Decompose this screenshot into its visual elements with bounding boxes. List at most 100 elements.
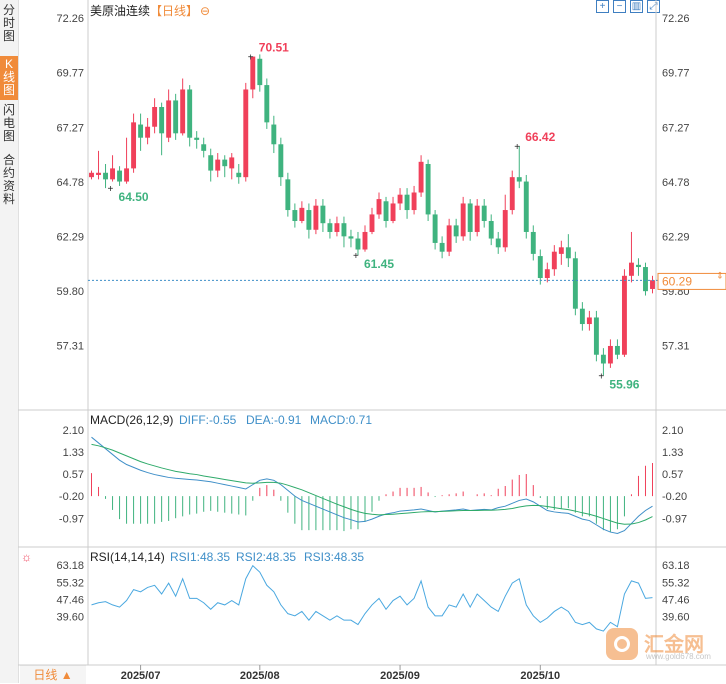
candle-body bbox=[313, 205, 319, 230]
candle-body bbox=[418, 161, 424, 193]
rsi-tick-left: 55.32 bbox=[56, 577, 84, 589]
candle-body bbox=[327, 223, 333, 232]
price-tick-left: 67.27 bbox=[56, 122, 84, 134]
price-tick-left: 69.77 bbox=[56, 68, 84, 80]
candle-body bbox=[502, 210, 508, 248]
candle-body bbox=[201, 144, 207, 151]
candle-body bbox=[145, 126, 151, 138]
period-button[interactable]: 日线 ▲ bbox=[20, 665, 86, 684]
macd-dea-line bbox=[91, 443, 653, 525]
price-tick-left: 62.29 bbox=[56, 232, 84, 244]
candle-body bbox=[495, 238, 501, 248]
candle-body bbox=[173, 100, 179, 134]
macd-tick-right: 0.57 bbox=[662, 469, 683, 481]
price-tick-left: 72.26 bbox=[56, 13, 84, 25]
extreme-marker-icon: + bbox=[108, 184, 114, 195]
macd-value-label: MACD:0.71 bbox=[310, 413, 372, 427]
tab-kline[interactable]: K线图 bbox=[0, 56, 18, 100]
settings-icon[interactable]: ⊖ bbox=[200, 4, 211, 18]
candle-body bbox=[509, 177, 515, 211]
candle-body bbox=[264, 85, 270, 123]
candle-body bbox=[390, 203, 396, 222]
extreme-marker-icon: + bbox=[598, 371, 604, 382]
candle-body bbox=[411, 192, 417, 211]
candle-body bbox=[362, 231, 368, 250]
period-tag[interactable]: 【日线】 bbox=[150, 4, 199, 18]
rsi2-label: RSI2:48.35 bbox=[236, 550, 296, 564]
candle-body bbox=[516, 177, 522, 182]
candle-body bbox=[404, 194, 410, 211]
candle-body bbox=[194, 137, 200, 140]
toolbar: + − ▥ ⤢ bbox=[596, 0, 660, 16]
candle-body bbox=[558, 247, 564, 254]
left-nav: 分时图 K线图 闪电图 合约资料 bbox=[0, 0, 19, 683]
candle-body bbox=[460, 203, 466, 237]
candle-body bbox=[453, 225, 459, 237]
tab-timeshare[interactable]: 分时图 bbox=[2, 3, 15, 43]
candle-body bbox=[96, 172, 101, 175]
candle-body bbox=[488, 221, 494, 239]
macd-tick-right: 1.33 bbox=[662, 447, 683, 459]
rsi1-label: RSI1:48.35 bbox=[170, 550, 230, 564]
extreme-marker-icon: + bbox=[248, 52, 254, 63]
candle-body bbox=[152, 107, 158, 127]
candle-body bbox=[166, 100, 172, 138]
candle-body bbox=[565, 247, 571, 259]
candle-body bbox=[348, 236, 354, 239]
indicator-settings-icon: ☼ bbox=[21, 550, 32, 564]
candle-body bbox=[572, 258, 578, 309]
watermark-name: 汇金网 bbox=[644, 634, 704, 656]
last-price-box bbox=[657, 272, 726, 290]
time-tick-label: 2025/07 bbox=[121, 670, 161, 682]
candle-body bbox=[432, 214, 438, 243]
candle-body bbox=[236, 172, 242, 178]
candle-body bbox=[621, 275, 627, 355]
gold678-logo-icon bbox=[606, 628, 638, 660]
candle-body bbox=[425, 164, 431, 215]
candle-body bbox=[222, 159, 228, 167]
rsi3-label: RSI3:48.35 bbox=[304, 550, 364, 564]
tab-flash-chart[interactable]: 闪电图 bbox=[2, 103, 15, 143]
symbol-name: 美原油连续 bbox=[90, 4, 151, 18]
candle-body bbox=[89, 172, 94, 178]
price-tick-left: 57.31 bbox=[56, 341, 84, 353]
time-tick-label: 2025/08 bbox=[240, 670, 280, 682]
extreme-value-label: 70.51 bbox=[259, 40, 289, 54]
price-tick-left: 59.80 bbox=[56, 286, 84, 298]
macd-title: MACD(26,12,9) bbox=[90, 413, 173, 427]
candle-body bbox=[271, 124, 277, 145]
candle-body bbox=[537, 256, 543, 279]
candle-body bbox=[103, 172, 108, 180]
candle-body bbox=[250, 56, 256, 90]
watermark-logo: 汇金网 www.gold678.com bbox=[606, 624, 716, 666]
macd-diff-label: DIFF:-0.55 bbox=[179, 413, 237, 427]
candle-body bbox=[306, 210, 312, 230]
price-tick-right: 62.29 bbox=[662, 232, 690, 244]
zoom-out-icon[interactable]: − bbox=[613, 0, 626, 13]
rsi-tick-left: 63.18 bbox=[56, 560, 84, 572]
macd-tick-left: 1.33 bbox=[63, 447, 84, 459]
candle-body bbox=[320, 205, 326, 224]
extreme-value-label: 64.50 bbox=[119, 190, 149, 204]
candle-body bbox=[334, 223, 340, 232]
zoom-in-icon[interactable]: + bbox=[596, 0, 609, 13]
candle-body bbox=[397, 194, 403, 204]
candle-body bbox=[650, 280, 655, 289]
rsi-tick-left: 39.60 bbox=[56, 612, 84, 624]
candle-body bbox=[629, 262, 634, 276]
candle-body bbox=[643, 267, 648, 292]
price-up-marker-icon: ⇕ bbox=[716, 270, 724, 280]
candle-body bbox=[159, 107, 165, 134]
rsi-tick-right: 47.46 bbox=[662, 595, 690, 607]
price-tick-left: 64.78 bbox=[56, 177, 84, 189]
candle-body bbox=[446, 225, 452, 252]
tab-contract-info[interactable]: 合约资料 bbox=[2, 153, 15, 206]
watermark-url: www.gold678.com bbox=[646, 652, 711, 661]
price-tick-right: 57.31 bbox=[662, 341, 690, 353]
candle-body bbox=[124, 168, 130, 182]
rsi-tick-right: 39.60 bbox=[662, 612, 690, 624]
fullscreen-icon[interactable]: ⤢ bbox=[647, 0, 660, 13]
chart-type-icon[interactable]: ▥ bbox=[630, 0, 643, 13]
macd-tick-left: 2.10 bbox=[63, 425, 84, 437]
